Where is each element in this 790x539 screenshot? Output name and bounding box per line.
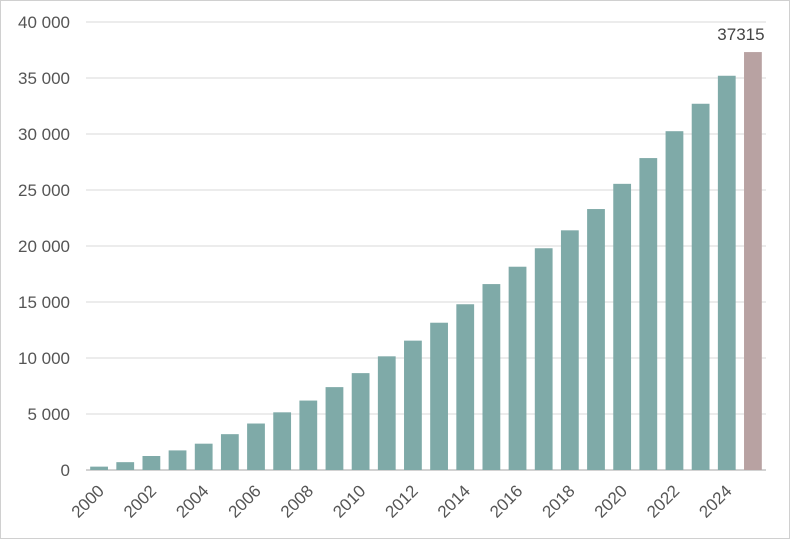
- x-tick-label: 2012: [382, 481, 422, 521]
- y-tick-label: 5 000: [27, 405, 70, 424]
- y-tick-label: 25 000: [18, 181, 70, 200]
- data-label: 37315: [717, 25, 764, 44]
- bar: [351, 373, 370, 470]
- bar: [168, 450, 187, 470]
- bar: [430, 322, 448, 470]
- x-tick-label: 2002: [120, 481, 160, 521]
- bar: [90, 466, 108, 470]
- bar: [273, 412, 292, 470]
- bar: [482, 284, 501, 470]
- bar: [247, 423, 265, 470]
- x-tick-label: 2006: [225, 481, 265, 521]
- y-tick-label: 35 000: [18, 69, 70, 88]
- y-tick-label: 0: [61, 461, 70, 480]
- bar: [377, 356, 396, 470]
- x-tick-label: 2004: [172, 481, 212, 521]
- bar: [508, 266, 527, 470]
- y-tick-label: 20 000: [18, 237, 70, 256]
- bar: [534, 248, 553, 470]
- bar: [194, 443, 213, 470]
- bar: [560, 230, 579, 470]
- bar: [142, 456, 161, 470]
- x-tick-label: 2022: [643, 481, 683, 521]
- bar: [691, 103, 710, 470]
- y-tick-label: 30 000: [18, 125, 70, 144]
- bar: [456, 304, 475, 470]
- x-tick-label: 2014: [434, 481, 474, 521]
- x-tick-label: 2008: [277, 481, 317, 521]
- x-tick-label: 2018: [538, 481, 578, 521]
- y-tick-label: 15 000: [18, 293, 70, 312]
- x-tick-label: 2020: [591, 481, 631, 521]
- bar: [220, 434, 239, 470]
- x-tick-label: 2024: [695, 481, 735, 521]
- x-tick-label: 2000: [68, 481, 108, 521]
- y-tick-label: 40 000: [18, 13, 70, 32]
- bar: [587, 209, 605, 471]
- bar: [404, 340, 422, 470]
- bar: [325, 387, 344, 470]
- bar: [116, 462, 135, 470]
- bar: [613, 183, 632, 470]
- y-tick-label: 10 000: [18, 349, 70, 368]
- bar: [639, 158, 658, 470]
- x-tick-label: 2016: [486, 481, 526, 521]
- bar-highlight: [744, 52, 762, 471]
- bar: [299, 400, 318, 470]
- bar: [717, 75, 736, 470]
- x-tick-label: 2010: [329, 481, 369, 521]
- bar: [665, 131, 684, 470]
